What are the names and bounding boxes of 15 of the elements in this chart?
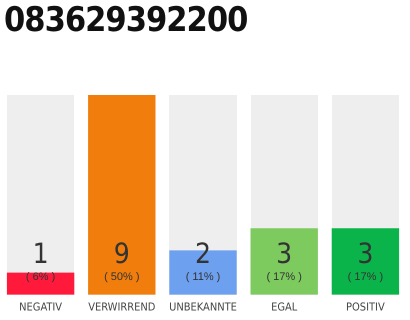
x-tick-label: NEGATIV <box>19 300 62 314</box>
annotation: ( 6% ) <box>26 270 56 283</box>
annotation: ( 50% ) <box>104 270 140 283</box>
x-tick-label: UNBEKANNTE <box>169 300 237 314</box>
x-tick-label: VERWIRREND <box>88 300 156 314</box>
annotation: ( 11% ) <box>186 270 220 283</box>
x-tick-label: POSITIV <box>346 300 385 314</box>
x-tick-label: EGAL <box>271 300 298 314</box>
chart-title: 083629392200 <box>4 0 248 40</box>
data-label: 3 <box>357 236 374 270</box>
annotation: ( 17% ) <box>266 270 302 283</box>
data-label: 3 <box>276 236 292 270</box>
data-label: 1 <box>32 236 49 270</box>
annotation: ( 17% ) <box>348 270 384 283</box>
data-label: 9 <box>114 236 130 270</box>
